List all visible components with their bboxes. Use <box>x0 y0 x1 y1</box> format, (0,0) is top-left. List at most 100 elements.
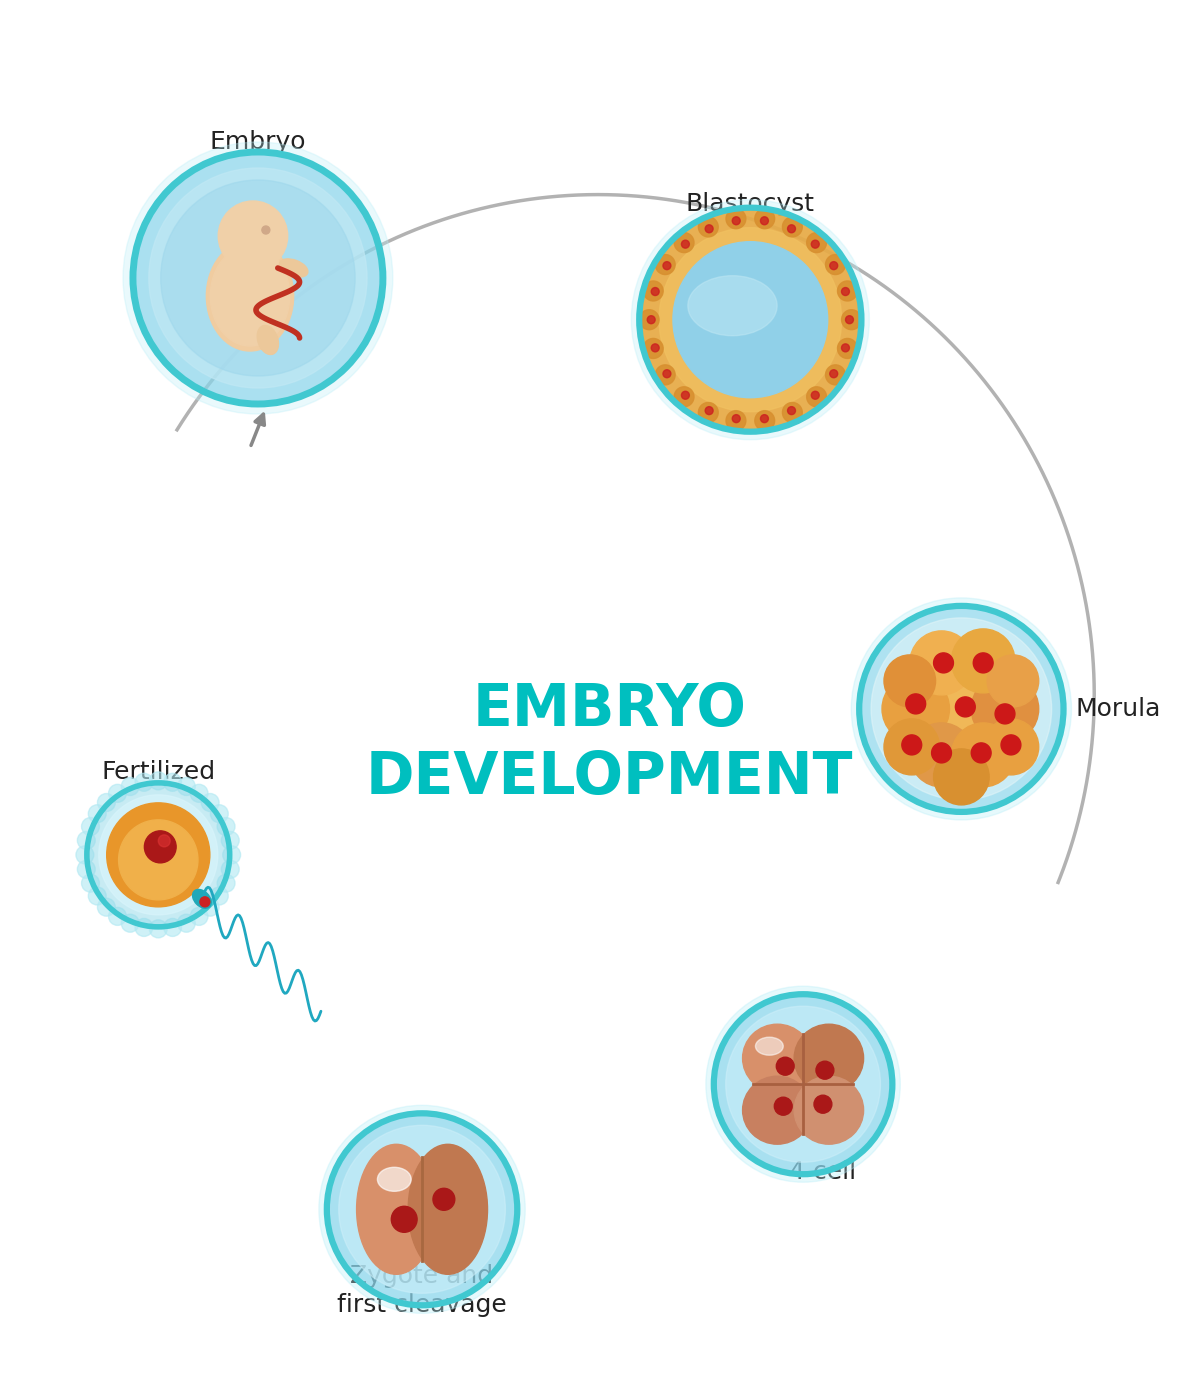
Circle shape <box>123 142 392 414</box>
Circle shape <box>910 631 973 695</box>
Circle shape <box>135 919 152 937</box>
Circle shape <box>983 719 1039 774</box>
Text: Embryo: Embryo <box>209 131 306 154</box>
Ellipse shape <box>688 275 777 336</box>
Ellipse shape <box>742 1076 812 1144</box>
Circle shape <box>655 364 675 385</box>
Circle shape <box>816 1061 833 1079</box>
Circle shape <box>845 316 853 324</box>
Circle shape <box>782 217 803 236</box>
Circle shape <box>972 676 1039 742</box>
Circle shape <box>77 860 96 878</box>
Text: Morula: Morula <box>1076 696 1161 721</box>
Circle shape <box>210 805 228 823</box>
Circle shape <box>733 217 740 225</box>
Circle shape <box>118 820 197 899</box>
Circle shape <box>109 784 126 802</box>
Circle shape <box>177 777 195 795</box>
Circle shape <box>89 887 106 905</box>
Circle shape <box>825 364 845 385</box>
Circle shape <box>673 242 827 398</box>
Circle shape <box>782 403 803 423</box>
Circle shape <box>811 391 819 399</box>
Circle shape <box>190 784 208 802</box>
Circle shape <box>787 225 795 232</box>
Ellipse shape <box>794 1076 864 1144</box>
Circle shape <box>122 777 139 795</box>
Circle shape <box>651 288 660 296</box>
Text: Zygote and
first cleavage: Zygote and first cleavage <box>337 1264 507 1318</box>
Circle shape <box>391 1207 417 1233</box>
Text: Blastocyst: Blastocyst <box>686 192 814 215</box>
Circle shape <box>706 407 713 414</box>
Ellipse shape <box>377 1168 411 1191</box>
Circle shape <box>106 803 210 906</box>
Circle shape <box>884 655 936 708</box>
Circle shape <box>217 874 235 892</box>
Circle shape <box>931 742 952 763</box>
Circle shape <box>859 606 1064 812</box>
Circle shape <box>726 410 746 431</box>
Circle shape <box>200 897 210 906</box>
Circle shape <box>86 783 229 927</box>
Circle shape <box>733 414 740 423</box>
Circle shape <box>76 847 93 863</box>
Circle shape <box>651 343 660 352</box>
Ellipse shape <box>408 1144 487 1275</box>
Circle shape <box>433 1188 455 1211</box>
Circle shape <box>339 1126 506 1293</box>
Circle shape <box>631 200 869 439</box>
Ellipse shape <box>193 890 212 908</box>
Circle shape <box>77 831 96 849</box>
Circle shape <box>806 386 826 407</box>
Circle shape <box>755 208 774 229</box>
Ellipse shape <box>207 240 293 352</box>
Circle shape <box>149 771 167 790</box>
Circle shape <box>682 391 689 399</box>
Circle shape <box>905 694 926 714</box>
Circle shape <box>82 817 99 835</box>
Circle shape <box>699 217 719 236</box>
Circle shape <box>643 281 663 302</box>
Circle shape <box>842 343 850 352</box>
Circle shape <box>682 240 689 249</box>
Circle shape <box>319 1105 525 1314</box>
Circle shape <box>1001 735 1021 755</box>
Circle shape <box>163 919 182 937</box>
Circle shape <box>149 168 368 388</box>
Circle shape <box>838 338 857 359</box>
Circle shape <box>726 208 746 229</box>
Circle shape <box>201 794 219 812</box>
Text: Fertilized: Fertilized <box>102 760 215 784</box>
Circle shape <box>972 742 992 763</box>
Circle shape <box>219 202 287 271</box>
Circle shape <box>89 805 106 823</box>
Circle shape <box>144 831 176 863</box>
Circle shape <box>934 653 954 673</box>
Circle shape <box>99 795 217 915</box>
Ellipse shape <box>357 1144 436 1275</box>
Circle shape <box>177 915 195 933</box>
Circle shape <box>262 227 269 234</box>
Circle shape <box>163 773 182 791</box>
Circle shape <box>643 338 663 359</box>
Circle shape <box>210 887 228 905</box>
Circle shape <box>806 232 826 253</box>
Circle shape <box>760 414 768 423</box>
Circle shape <box>787 407 795 414</box>
Circle shape <box>82 874 99 892</box>
Circle shape <box>934 749 989 805</box>
Circle shape <box>825 254 845 275</box>
Circle shape <box>97 794 116 812</box>
Circle shape <box>122 915 139 933</box>
Circle shape <box>135 773 152 791</box>
Circle shape <box>995 703 1015 724</box>
Circle shape <box>884 719 940 774</box>
Circle shape <box>955 696 975 717</box>
Text: EMBRYO
DEVELOPMENT: EMBRYO DEVELOPMENT <box>366 681 853 806</box>
Circle shape <box>777 1058 794 1076</box>
Circle shape <box>952 723 1015 787</box>
Circle shape <box>706 225 713 232</box>
Circle shape <box>811 240 819 249</box>
Circle shape <box>161 179 355 377</box>
